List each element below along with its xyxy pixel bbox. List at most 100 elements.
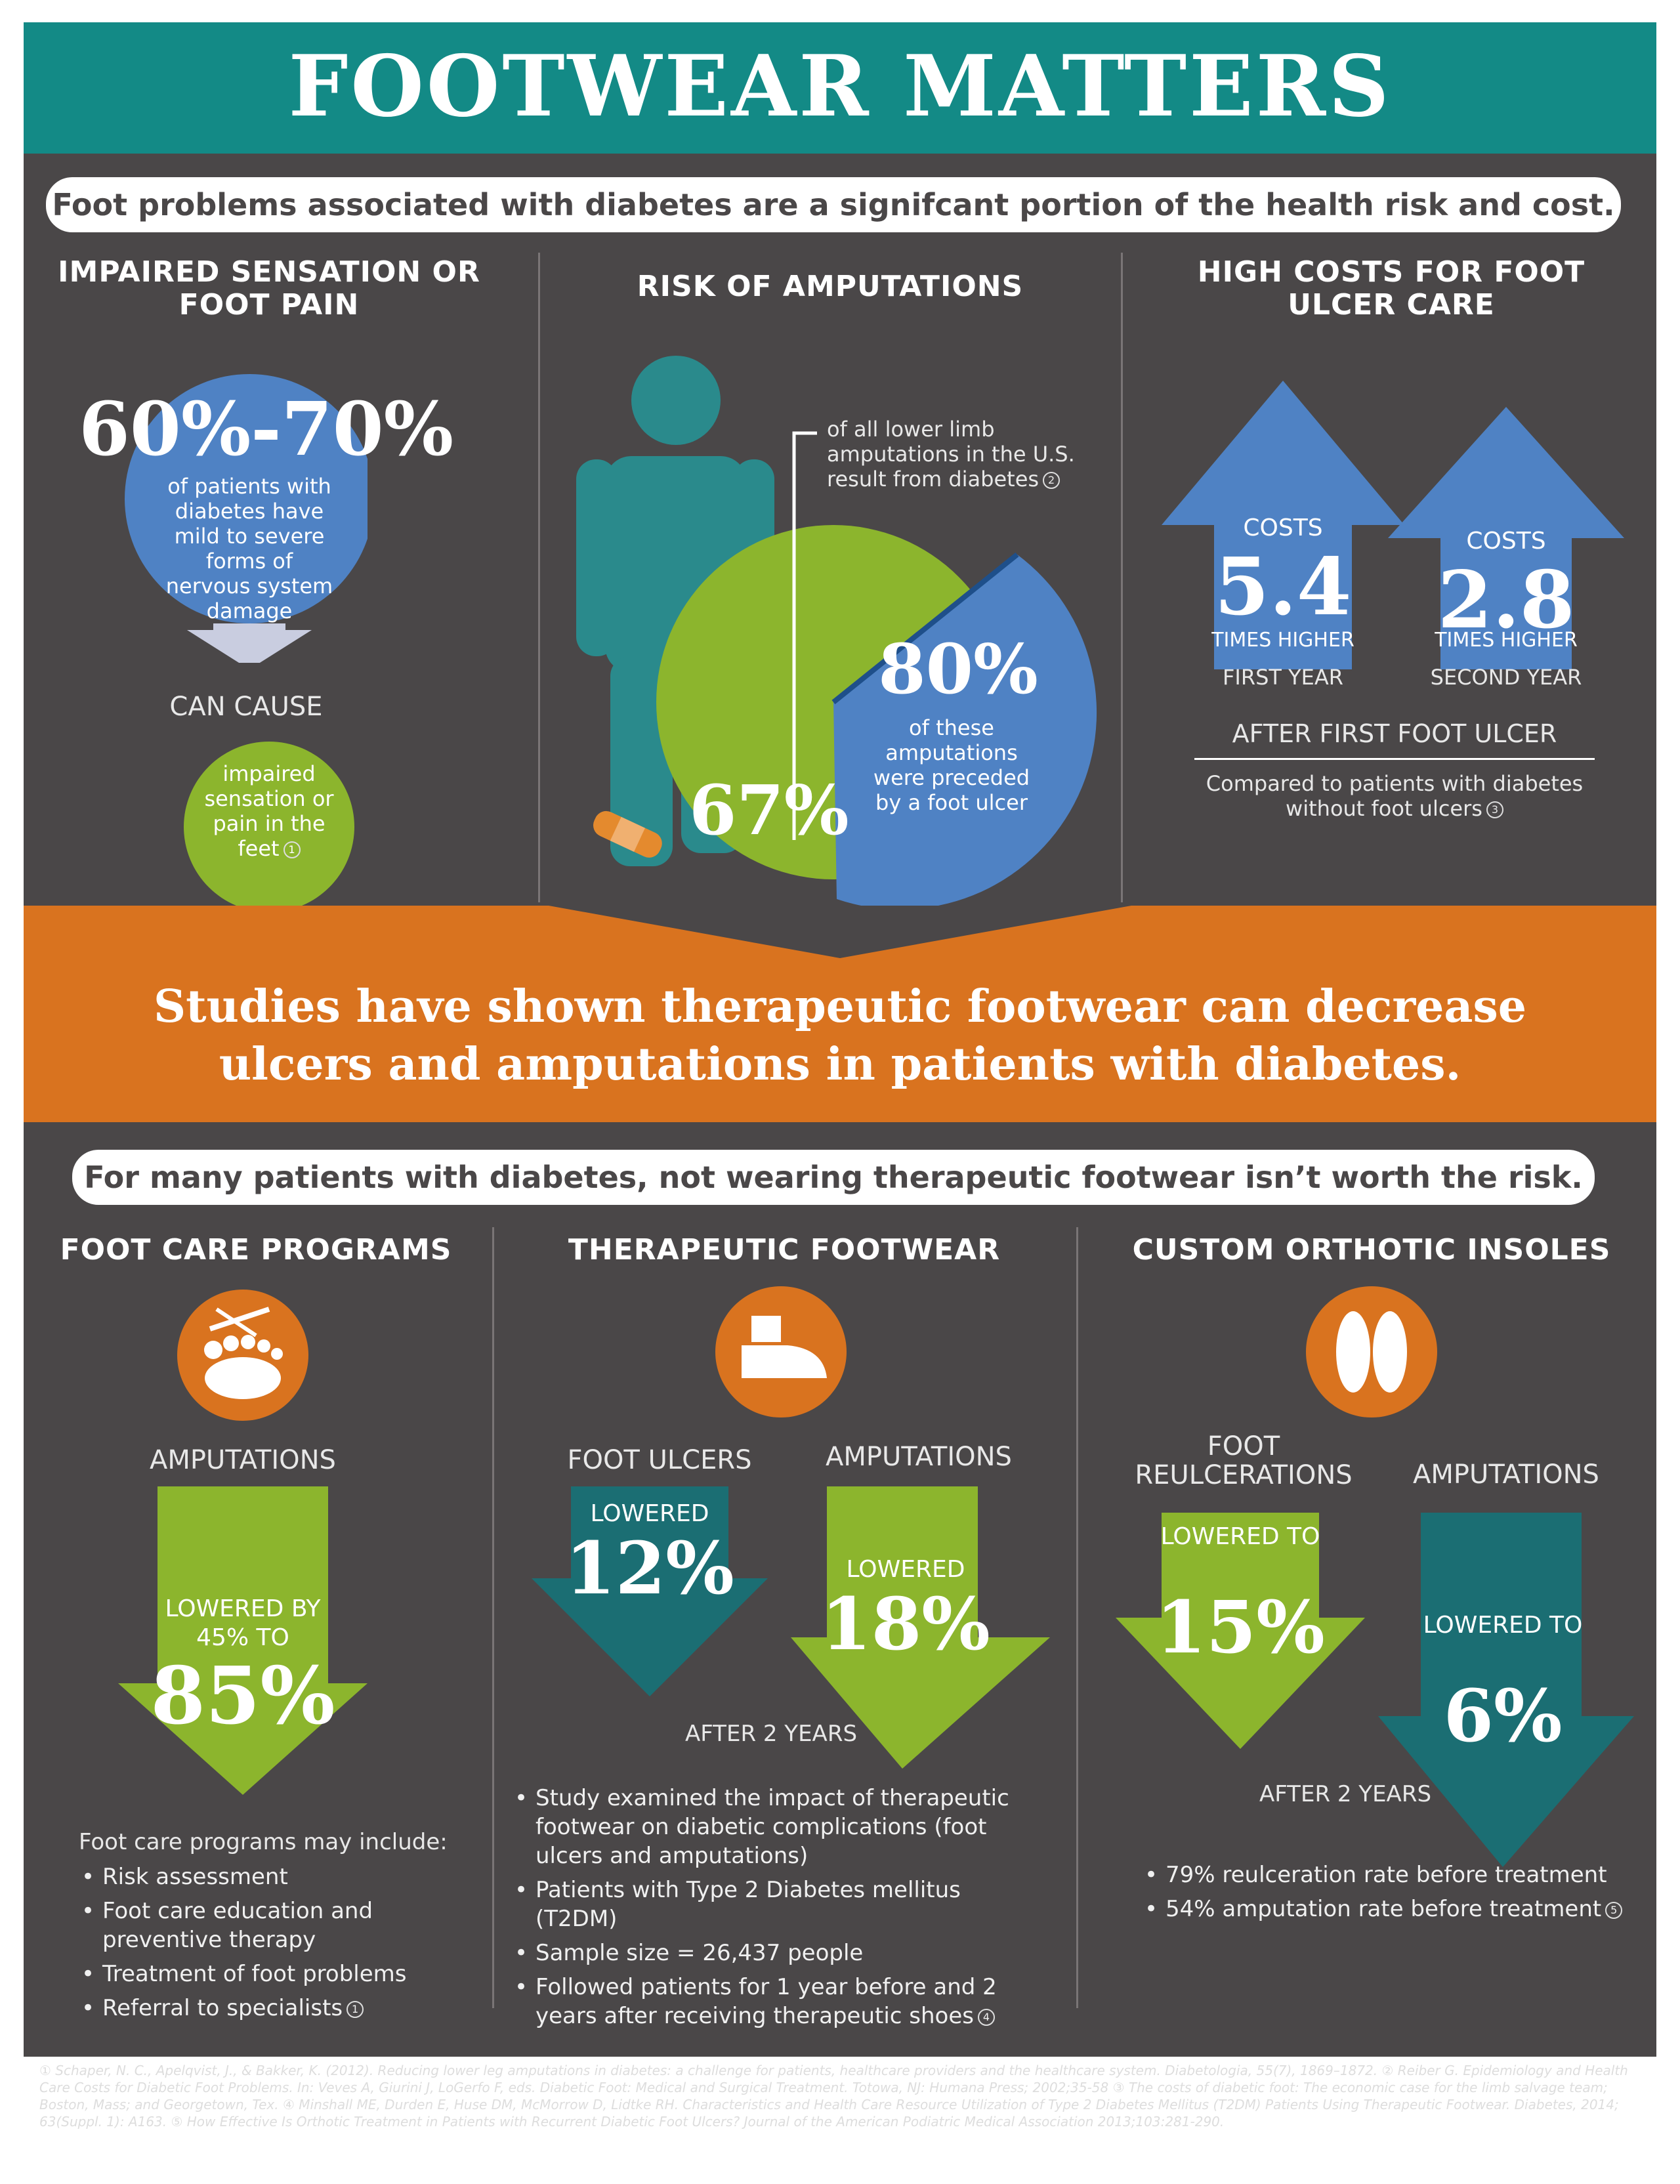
footwear-heading: THERAPEUTIC FOOTWEAR [568,1233,1001,1267]
insoles-amp-value: 6% [1443,1673,1563,1758]
up-arrow-icon [1388,407,1624,669]
shoe-icon [715,1286,847,1418]
up-arrow-icon [1162,381,1404,669]
pct-ulcer-text: of these amputations were preceded by a … [873,715,1030,815]
sensation-circle [125,374,368,623]
bandage-icon [593,810,662,858]
cost1-label: COSTS [1243,514,1323,541]
can-cause-label: CAN CAUSE [169,692,323,722]
down-arrow-icon [532,1486,768,1696]
cost1-suffix: TIMES HIGHER [1211,629,1354,652]
citation-marker: 3 [1486,801,1503,818]
footwear-list: Study examined the impact of therapeutic… [512,1784,1037,2036]
list-item: Patients with Type 2 Diabetes mellitus (… [512,1876,1037,1933]
foot-care-list: Risk assessment Foot care education and … [79,1862,446,2028]
sensation-heading: IMPAIRED SENSATION OR FOOT PAIN [58,255,480,322]
down-arrow-icon [1378,1513,1634,1867]
callout-line [792,431,817,840]
footwear-ulcers-label: FOOT ULCERS [567,1445,752,1475]
pie-80-slice [833,555,1097,906]
insoles-heading: CUSTOM ORTHOTIC INSOLES [1132,1233,1611,1267]
list-item: Treatment of foot problems [79,1960,446,1988]
list-item: Foot care education and preventive thera… [79,1897,446,1954]
down-arrow-icon [791,1486,1050,1769]
list-item: 79% reulceration rate before treatment [1142,1860,1628,1889]
list-item-text: Followed patients for 1 year before and … [536,1974,997,2029]
result-circle [184,742,354,912]
amputation-heading: RISK OF AMPUTATIONS [637,270,1024,303]
list-item-text: 54% amputation rate before treatment [1166,1896,1602,1922]
pct-ulcer: 80% [878,629,1038,709]
foot-care-icon [177,1290,308,1421]
footwear-amp-value: 18% [821,1582,990,1666]
down-arrow-icon [1116,1513,1365,1749]
down-arrow-icon [118,1486,368,1795]
list-item: Sample size = 26,437 people [512,1939,1037,1967]
insoles-reulc-label: FOOT REULCERATIONS [1135,1431,1353,1490]
references: ① Schaper, N. C., Apelqvist, J., & Bakke… [39,2063,1628,2130]
cost1-period: FIRST YEAR [1223,665,1343,690]
footwear-amp-text: LOWERED [846,1556,965,1583]
cost2-period: SECOND YEAR [1430,665,1582,690]
footwear-arrows [532,1486,1050,1769]
result-text: impaired sensation or pain in the feet 1 [200,761,338,861]
title-band [24,22,1656,154]
page-title: FOOTWEAR MATTERS [288,37,1392,136]
column-divider [538,253,540,902]
cost2-suffix: TIMES HIGHER [1435,629,1578,652]
citation-marker: 5 [1605,1901,1623,1919]
cost-divider [1194,758,1595,760]
insoles-period: AFTER 2 YEARS [1259,1781,1432,1807]
list-item-text: Referral to specialists [102,1995,343,2021]
pct-diabetes: 67% [689,770,849,850]
insoles-reulc-value: 15% [1156,1585,1325,1670]
citation-marker: 1 [283,841,301,858]
amputation-callout: of all lower limb amputations in the U.S… [827,417,1102,492]
sensation-stat: 60%-70% [79,387,454,472]
amputation-graphic [576,356,1097,906]
column-divider [1076,1227,1078,2008]
foot-care-arrow-value: 85% [150,1650,335,1742]
studies-band [24,906,1656,1122]
result-text-label: impaired sensation or pain in the feet [204,761,334,861]
cost-after: AFTER FIRST FOOT ULCER [1232,719,1557,748]
footwear-ulcers-value: 12% [565,1526,734,1610]
cost-arrows [1162,381,1624,669]
cost2-value: 2.8 [1437,554,1575,646]
list-item: Risk assessment [79,1862,446,1891]
foot-care-label: AMPUTATIONS [150,1445,336,1475]
amputation-callout-text: of all lower limb amputations in the U.S… [827,417,1075,492]
footwear-period: AFTER 2 YEARS [684,1721,858,1747]
list-item: Study examined the impact of therapeutic… [512,1784,1037,1870]
intro-banner: Foot problems associated with diabetes a… [46,177,1621,232]
citation-marker: 4 [977,2008,995,2026]
foot-care-arrow-text: LOWERED BY 45% TO [165,1595,321,1651]
studies-banner: Studies have shown therapeutic footwear … [153,980,1527,1091]
foot-care-list-title: Foot care programs may include: [79,1829,448,1855]
sensation-graphic [125,374,368,663]
insoles-reulc-text: LOWERED TO [1160,1523,1320,1550]
cost-note: Compared to patients with diabetes witho… [1201,771,1588,821]
cost1-value: 5.4 [1214,541,1352,633]
citation-marker: 1 [346,2000,364,2018]
column-divider [492,1227,494,2008]
down-arrow-icon [187,623,312,663]
list-item: Followed patients for 1 year before and … [512,1973,1037,2030]
risk-banner: For many patients with diabetes, not wea… [72,1150,1595,1205]
sensation-stat-text: of patients with diabetes have mild to s… [165,474,333,623]
insoles-icon [1306,1286,1437,1418]
insoles-amp-text: LOWERED TO [1423,1612,1583,1639]
footwear-ulcers-text: LOWERED [590,1500,709,1527]
foot-care-arrow [118,1486,368,1795]
citation-marker: 2 [1043,472,1060,489]
footwear-amp-label: AMPUTATIONS [826,1442,1012,1472]
insoles-arrows [1116,1513,1634,1867]
column-divider [1121,253,1123,902]
insoles-list: 79% reulceration rate before treatment 5… [1142,1860,1628,1929]
cost2-label: COSTS [1466,528,1546,555]
foot-care-heading: FOOT CARE PROGRAMS [60,1233,452,1267]
insoles-amp-label: AMPUTATIONS [1413,1460,1599,1490]
cost-note-text: Compared to patients with diabetes witho… [1206,771,1584,821]
